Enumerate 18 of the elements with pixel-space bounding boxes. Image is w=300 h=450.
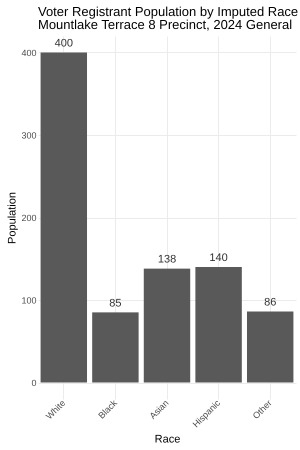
data-label: 85 bbox=[109, 297, 122, 310]
data-label: 86 bbox=[264, 296, 276, 309]
data-label: 400 bbox=[54, 38, 73, 50]
chart-title: Voter Registrant Population by Imputed Race bbox=[38, 4, 298, 19]
y-tick-label: 400 bbox=[21, 48, 36, 58]
y-axis-title: Population bbox=[6, 192, 18, 244]
bar bbox=[246, 312, 294, 382]
y-tick-label: 100 bbox=[21, 296, 36, 306]
data-label: 140 bbox=[209, 252, 228, 264]
data-label: 138 bbox=[158, 254, 176, 266]
y-tick-label: 300 bbox=[21, 130, 36, 140]
bar bbox=[40, 52, 88, 382]
bar bbox=[92, 312, 139, 382]
y-tick-label: 0 bbox=[31, 378, 36, 388]
x-axis-title: Race bbox=[154, 433, 180, 446]
bar bbox=[195, 267, 242, 382]
bar bbox=[144, 268, 190, 382]
y-tick-label: 200 bbox=[21, 213, 36, 223]
